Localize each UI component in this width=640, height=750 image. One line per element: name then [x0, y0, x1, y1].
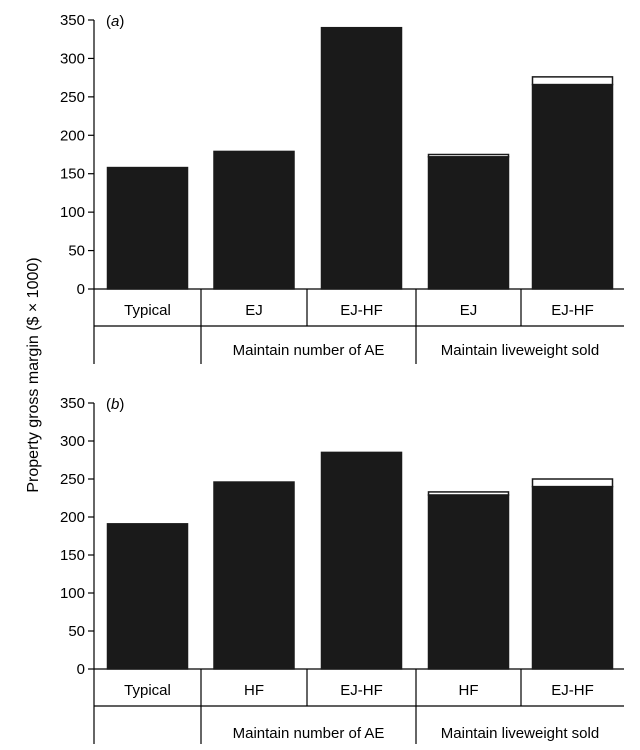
y-tick-label: 250 [60, 471, 85, 488]
bar [213, 481, 295, 670]
bar [320, 451, 403, 670]
category-label: EJ-HF [551, 302, 594, 319]
category-label: Typical [124, 682, 171, 699]
y-tick-label: 0 [77, 281, 85, 298]
group-label: Maintain liveweight sold [441, 725, 599, 742]
y-tick-label: 50 [68, 623, 85, 640]
y-tick-label: 200 [60, 509, 85, 526]
y-tick-label: 200 [60, 127, 85, 144]
category-label: HF [244, 682, 264, 699]
bar [427, 494, 510, 670]
panel-b: 0 50 100 150 200 250 300 350 Typical HF EJ-HF HF EJ-… [60, 395, 624, 744]
bar [427, 156, 510, 290]
bar [106, 166, 189, 290]
bar-increment [531, 76, 614, 86]
panel-label: (b) [106, 396, 124, 413]
y-tick-label: 350 [60, 12, 85, 29]
y-tick-label: 0 [77, 661, 85, 678]
y-tick-label: 100 [60, 204, 85, 221]
y-tick-label: 100 [60, 585, 85, 602]
category-label: EJ [245, 302, 263, 319]
category-label: EJ-HF [340, 682, 383, 699]
category-label: EJ [460, 302, 478, 319]
bar [106, 523, 189, 670]
bar-increment [427, 153, 510, 158]
category-label: Typical [124, 302, 171, 319]
category-label: EJ-HF [551, 682, 594, 699]
group-label: Maintain number of AE [233, 725, 385, 742]
group-label: Maintain liveweight sold [441, 342, 599, 359]
category-label: HF [459, 682, 479, 699]
bar [531, 83, 614, 290]
panel-a: 0 50 100 150 200 250 300 350 Typical EJ EJ-HF EJ EJ-… [60, 12, 624, 364]
category-label: EJ-HF [340, 302, 383, 319]
y-tick-label: 50 [68, 243, 85, 260]
bar [320, 26, 403, 290]
bar [213, 150, 295, 290]
bar-increment [427, 491, 510, 496]
y-tick-label: 150 [60, 166, 85, 183]
y-tick-label: 250 [60, 89, 85, 106]
y-tick-label: 150 [60, 547, 85, 564]
y-tick-label: 350 [60, 395, 85, 412]
y-axis-label: Property gross margin ($ × 1000) [25, 257, 42, 492]
y-tick-label: 300 [60, 50, 85, 67]
panel-label: (a) [106, 13, 124, 30]
bar [531, 485, 614, 670]
y-tick-label: 300 [60, 433, 85, 450]
group-label: Maintain number of AE [233, 342, 385, 359]
bar-increment [531, 478, 614, 488]
